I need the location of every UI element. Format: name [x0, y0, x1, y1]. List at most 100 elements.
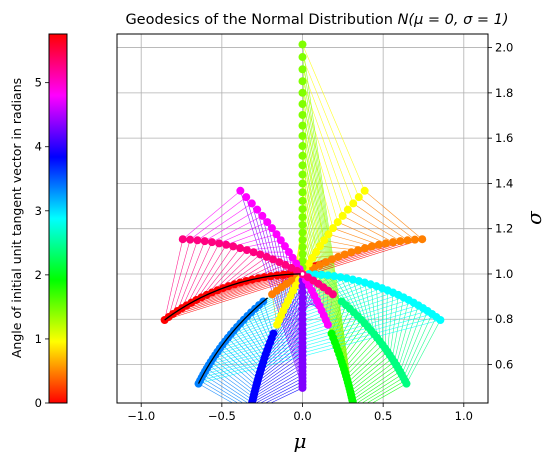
level-segment: [343, 334, 375, 370]
level-segment: [217, 254, 261, 291]
level-segment: [352, 371, 401, 403]
level-segment: [201, 247, 241, 298]
geodesic-point: [249, 248, 258, 257]
level-segment: [199, 380, 239, 403]
geodesic-point: [298, 205, 307, 214]
y-tick-label: 1.6: [495, 131, 513, 145]
level-segment: [342, 215, 394, 243]
colorbar-bar: [48, 33, 68, 404]
colorbar-tick-label: 0: [35, 396, 42, 410]
level-segment: [255, 355, 303, 389]
level-segment: [212, 358, 255, 392]
geodesic-9: [298, 276, 307, 392]
x-axis-label: μ: [294, 429, 307, 453]
geodesic-point: [342, 274, 351, 283]
geodesic-point: [229, 242, 238, 251]
level-segment: [352, 279, 369, 328]
level-segment: [252, 370, 303, 401]
geodesic-point: [280, 242, 289, 251]
geodesic-point: [298, 88, 307, 97]
geodesic-point: [349, 199, 358, 208]
level-segment: [384, 290, 388, 349]
level-segment: [210, 299, 409, 363]
y-axis-label: σ: [522, 210, 546, 225]
x-tick-label: 0.0: [293, 409, 311, 423]
level-segment: [264, 384, 303, 403]
colorbar-tick-label: 4: [35, 140, 42, 154]
geodesic-point: [298, 293, 307, 302]
level-segment: [230, 282, 365, 335]
geodesic-point: [298, 188, 307, 197]
level-segment: [302, 56, 360, 198]
level-segment: [302, 103, 339, 223]
geodesic-point: [436, 315, 445, 324]
geodesic-point: [354, 246, 363, 255]
geodesic-point: [267, 224, 276, 233]
geodesic-5: [337, 297, 411, 388]
level-segment: [251, 374, 303, 403]
geodesic-point: [336, 273, 345, 282]
geodesic-point: [298, 288, 307, 297]
colorbar-tick-label: 1: [35, 332, 42, 346]
geodesic-point: [256, 250, 265, 259]
level-segment: [204, 209, 258, 242]
level-segment: [260, 381, 303, 403]
geodesic-point: [287, 263, 296, 272]
level-segment: [266, 221, 303, 372]
level-segment: [206, 249, 248, 296]
geodesic-point: [281, 260, 290, 269]
level-segment: [240, 190, 303, 389]
level-segment: [348, 351, 388, 386]
geodesic-point: [298, 282, 307, 291]
geodesic-8: [248, 329, 278, 403]
level-segment: [352, 368, 399, 401]
geodesic-point: [288, 253, 297, 262]
level-segment: [366, 380, 406, 403]
level-segment: [189, 196, 247, 240]
geodesic-point: [298, 121, 307, 130]
level-segment: [302, 69, 354, 204]
geodesic-point: [298, 77, 307, 86]
y-tick-label: 1.8: [495, 86, 513, 100]
geodesic-point: [298, 213, 307, 222]
level-segment: [302, 114, 352, 398]
geodesic-point: [253, 205, 262, 214]
level-segment: [332, 227, 379, 246]
colorbar-tick-label: 5: [35, 76, 42, 90]
geodesic-point: [321, 258, 330, 267]
level-segment: [254, 308, 271, 343]
geodesic-point: [396, 237, 405, 246]
geodesic-point: [298, 53, 307, 62]
geodesic-point: [215, 239, 224, 248]
level-segment: [302, 44, 354, 403]
colorbar-ticks: 0 1 2 3 4 5: [35, 76, 49, 410]
geodesic-point: [329, 224, 338, 233]
level-segment: [210, 361, 255, 395]
geodesic-point: [272, 230, 281, 239]
level-segment: [401, 310, 428, 375]
level-segment: [168, 239, 191, 318]
level-segment: [255, 377, 303, 403]
geodesic-point: [298, 256, 307, 265]
level-segment: [358, 196, 416, 240]
geodesic-point: [316, 242, 325, 251]
colorbar: 0 1 2 3 4 5 Angle of initial unit tangent vec…: [9, 33, 68, 410]
level-segment: [256, 347, 303, 383]
geodesic-point: [327, 255, 336, 264]
level-segment: [198, 319, 441, 384]
level-segment: [371, 383, 407, 403]
geodesic-point: [263, 218, 272, 227]
geodesic-point: [298, 250, 307, 259]
geodesic-point: [276, 236, 285, 245]
level-segment: [302, 155, 349, 386]
y-tick-label: 2.0: [495, 41, 513, 55]
level-segment: [253, 363, 303, 395]
level-segment: [191, 244, 227, 303]
geodesic-6: [304, 270, 445, 324]
geodesic-point: [317, 270, 326, 279]
geodesic-point: [242, 193, 251, 202]
level-segment: [346, 344, 383, 380]
highlighted-geodesic: [164, 273, 303, 321]
level-segment: [387, 292, 394, 352]
